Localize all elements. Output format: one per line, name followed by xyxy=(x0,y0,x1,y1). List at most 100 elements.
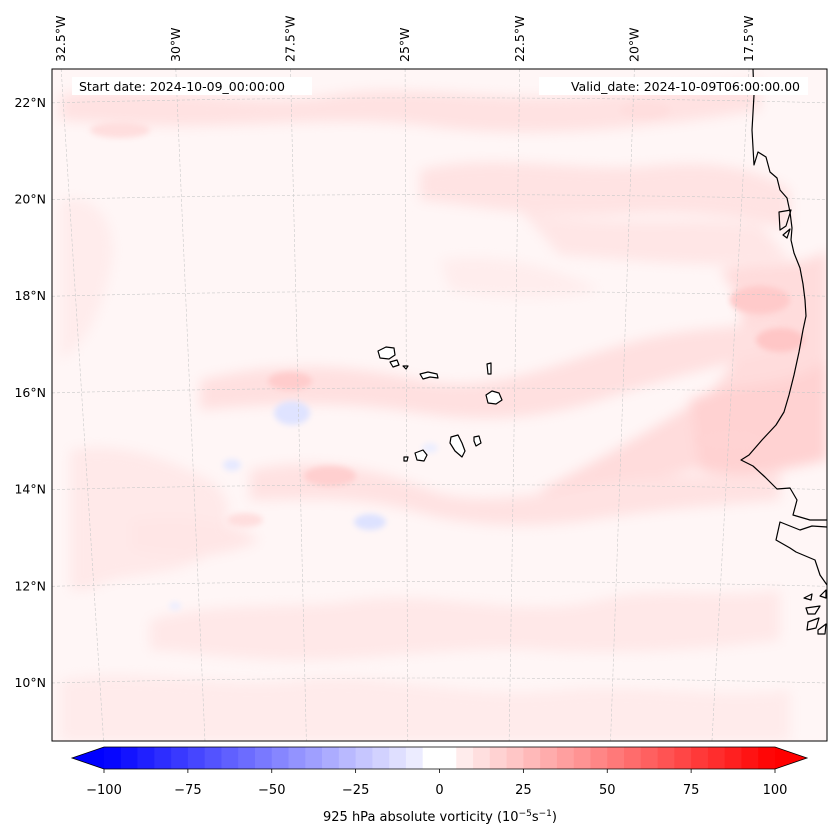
parallel-3 xyxy=(52,387,827,394)
longitude-labels: 32.5°W 30°W 27.5°W 25°W 22.5°W 20°W 17.5°W xyxy=(53,16,756,62)
colorbar-cell xyxy=(154,747,172,769)
colorbar-cell xyxy=(288,747,306,769)
colorbar-cell xyxy=(506,747,524,769)
colorbar-cell xyxy=(322,747,340,769)
colorbar-cell xyxy=(456,747,474,769)
colorbar-cell xyxy=(120,747,138,769)
colorbar-cell xyxy=(523,747,541,769)
island-santa-luzia xyxy=(402,365,409,370)
valid-date-text: Valid_date: 2024-10-09T06:00:00.00 xyxy=(571,79,800,94)
africa-coastline-south xyxy=(775,521,828,586)
colorbar-cell xyxy=(674,747,692,769)
colorbar-cell xyxy=(489,747,507,769)
lat-label-2: 18°N xyxy=(14,288,46,303)
meridian-0 xyxy=(60,69,104,741)
coastline-inlet-2 xyxy=(782,228,791,239)
island-sao-nicolau xyxy=(419,371,439,380)
map-panel: Start date: 2024-10-09_00:00:00 Valid_da… xyxy=(14,16,828,742)
colorbar-cell xyxy=(758,747,776,769)
island-santiago xyxy=(449,434,466,458)
start-date-box: Start date: 2024-10-09_00:00:00 xyxy=(72,77,312,95)
vorticity-field xyxy=(60,80,827,741)
parallel-5 xyxy=(52,580,827,587)
island-maio xyxy=(473,435,482,447)
valid-date-box: Valid_date: 2024-10-09T06:00:00.00 xyxy=(539,77,808,95)
island-sal xyxy=(486,362,492,375)
vorticity-positive-bands xyxy=(60,80,827,741)
colorbar-cell xyxy=(741,747,759,769)
colorbar-tick-label: 50 xyxy=(599,783,616,798)
colorbar-cell xyxy=(590,747,608,769)
colorbar-cell xyxy=(540,747,558,769)
map-frame xyxy=(51,68,828,742)
colorbar-cell xyxy=(691,747,709,769)
island-santo-antao xyxy=(377,346,396,360)
lat-label-5: 12°N xyxy=(14,578,46,593)
colorbar-cell xyxy=(104,747,122,769)
cape-verde-islands xyxy=(377,346,503,462)
colorbar-tick-label: 25 xyxy=(515,783,532,798)
colorbar-cell xyxy=(271,747,289,769)
colorbar-tick-label: 0 xyxy=(435,783,443,798)
coastline-bissagos-4 xyxy=(803,593,813,601)
colorbar: −100 −75 −50 −25 0 25 50 75 100 925 hPa absolute… xyxy=(70,746,809,825)
lat-label-1: 20°N xyxy=(14,192,46,207)
colorbar-cell xyxy=(137,747,155,769)
coastline-bissagos-5 xyxy=(819,589,827,599)
colorbar-tick-label: 75 xyxy=(683,783,700,798)
colorbar-cell xyxy=(573,747,591,769)
graticule xyxy=(52,69,827,741)
colorbar-cell xyxy=(607,747,625,769)
africa-coastline-north xyxy=(740,68,827,521)
colorbar-cell xyxy=(187,747,206,769)
island-boa-vista xyxy=(485,390,503,405)
colorbar-cell xyxy=(724,747,742,769)
lon-label-2: 27.5°W xyxy=(282,16,297,62)
colorbar-title: 925 hPa absolute vorticity (10−5s−1) xyxy=(323,809,557,825)
colorbar-cells xyxy=(104,747,776,769)
colorbar-cell xyxy=(707,747,726,769)
parallel-2 xyxy=(52,290,827,297)
colorbar-cell xyxy=(254,747,273,769)
colorbar-cell xyxy=(624,747,642,769)
island-fogo xyxy=(414,449,428,462)
colorbar-cell xyxy=(473,747,491,769)
island-sao-vicente xyxy=(389,359,400,368)
lat-label-0: 22°N xyxy=(14,95,46,110)
colorbar-cell xyxy=(439,747,457,769)
vorticity-cores xyxy=(90,102,804,610)
start-date-bg xyxy=(72,77,312,95)
parallel-6 xyxy=(52,677,827,684)
lat-label-3: 16°N xyxy=(14,385,46,400)
latitude-labels: 22°N 20°N 18°N 16°N 14°N 12°N 10°N xyxy=(14,95,46,690)
colorbar-cell xyxy=(556,747,575,769)
colorbar-extend-max xyxy=(775,747,807,769)
colorbar-cell xyxy=(171,747,189,769)
lat-label-6: 10°N xyxy=(14,675,46,690)
lon-label-1: 30°W xyxy=(168,27,183,62)
colorbar-extend-min xyxy=(72,747,104,769)
colorbar-tick-label: −100 xyxy=(86,783,122,798)
colorbar-cell xyxy=(238,747,256,769)
meridian-3 xyxy=(404,69,409,741)
parallel-0 xyxy=(52,97,827,104)
lon-label-0: 32.5°W xyxy=(53,16,68,62)
colorbar-cell xyxy=(372,747,390,769)
colorbar-cell xyxy=(305,747,323,769)
colorbar-cell xyxy=(338,747,357,769)
parallel-1 xyxy=(52,194,827,200)
colorbar-cell xyxy=(657,747,675,769)
parallel-4 xyxy=(52,484,827,490)
colorbar-cell xyxy=(221,747,239,769)
meridian-2 xyxy=(290,69,307,741)
colorbar-cell xyxy=(389,747,407,769)
colorbar-cell xyxy=(405,747,424,769)
coastline-bissagos-3 xyxy=(817,623,827,635)
coastline xyxy=(740,68,828,635)
start-date-text: Start date: 2024-10-09_00:00:00 xyxy=(79,79,285,94)
island-brava xyxy=(403,456,409,462)
meridian-5 xyxy=(610,69,635,741)
meridian-4 xyxy=(508,69,521,741)
lon-label-5: 20°W xyxy=(626,27,641,62)
lon-label-4: 22.5°W xyxy=(512,16,527,62)
